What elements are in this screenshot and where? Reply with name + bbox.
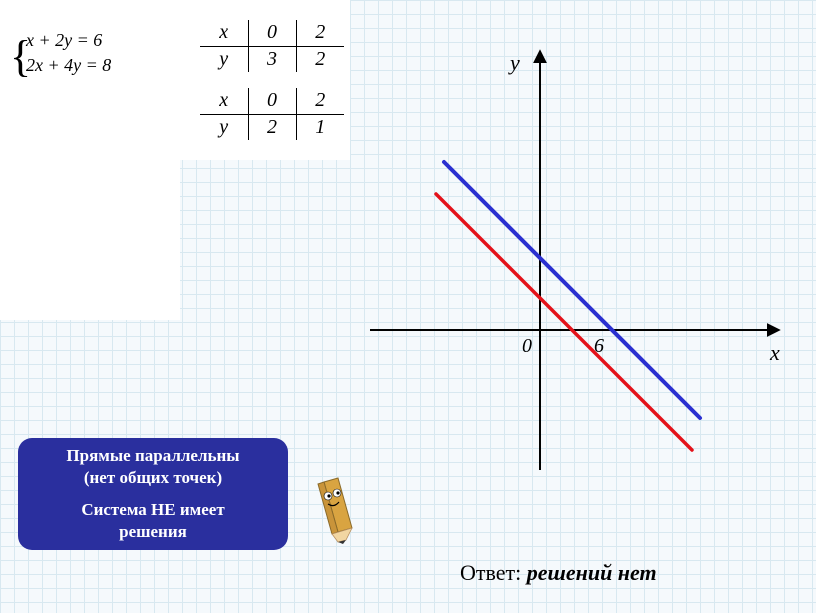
t2-y1: 1 [296, 114, 344, 140]
svg-text:х: х [769, 340, 780, 365]
t1-y1: 2 [296, 46, 344, 72]
t2-y-label: у [200, 114, 248, 140]
equation-system: { x + 2y = 6 2x + 4y = 8 [12, 28, 111, 78]
t1-x0: 0 [248, 20, 296, 46]
callout-line2b: решения [81, 521, 224, 543]
t2-y0: 2 [248, 114, 296, 140]
t2-x0: 0 [248, 88, 296, 114]
t1-y0: 3 [248, 46, 296, 72]
t1-y-label: у [200, 46, 248, 72]
equation-2: 2x + 4y = 8 [26, 53, 111, 78]
t2-x-label: х [200, 88, 248, 114]
pencil-icon [304, 474, 358, 544]
equation-1: x + 2y = 6 [26, 28, 111, 53]
t1-x1: 2 [296, 20, 344, 46]
answer-line: Ответ: решений нет [460, 560, 657, 586]
brace-icon: { [10, 26, 31, 88]
conclusion-callout: Прямые параллельны (нет общих точек) Сис… [18, 438, 288, 550]
callout-line2a: Система НЕ имеет [81, 499, 224, 521]
t2-x1: 2 [296, 88, 344, 114]
answer-value: решений нет [527, 560, 657, 585]
coordinate-chart: 0 6 х у [360, 40, 790, 480]
value-table-2: х 0 2 у 2 1 [200, 88, 344, 140]
value-table-1: х 0 2 у 3 2 [200, 20, 344, 72]
answer-label: Ответ: [460, 560, 527, 585]
callout-line1b: (нет общих точек) [66, 467, 239, 489]
callout-line1a: Прямые параллельны [66, 445, 239, 467]
svg-text:0: 0 [522, 335, 532, 357]
svg-text:6: 6 [594, 335, 604, 357]
t1-x-label: х [200, 20, 248, 46]
svg-text:у: у [508, 50, 520, 75]
